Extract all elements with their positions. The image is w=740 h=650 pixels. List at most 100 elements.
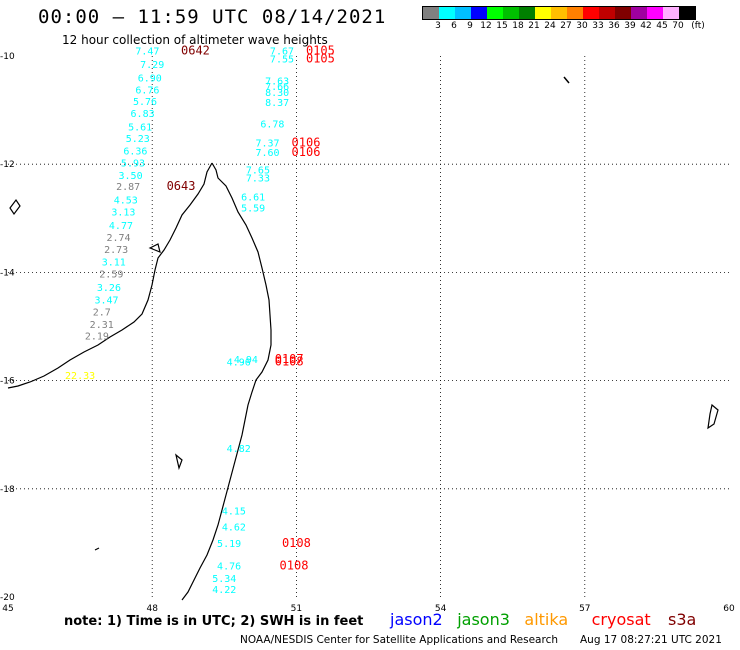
latitude-label: -18 [0,485,15,495]
legend-tick-label: 21 [528,21,540,31]
footnote: note: 1) Time is in UTC; 2) SWH is in fe… [64,614,364,629]
satellite-jason2: jason2 [390,610,443,629]
wave-height-label: 3.13 [111,207,135,218]
legend-swatch [535,7,551,19]
color-legend: 3 6 9 12 15 18 21 24 27 30 33 36 39 42 45 70 (ft) [422,6,705,32]
wave-height-label: 7.63 [265,76,289,87]
latitude-label: -20 [0,593,15,603]
observation-time-label: 0105 [306,52,335,66]
wave-height-label: 4.77 [109,221,133,232]
legend-ticks: 3 6 9 12 15 18 21 24 27 30 33 36 39 42 45 70 (ft) [422,20,705,32]
legend-tick-label: 30 [576,21,588,31]
page-subtitle: 12 hour collection of altimeter wave hei… [62,33,328,47]
legend-tick-label: 39 [624,21,636,31]
madagascar-west-coastline [7,162,213,389]
wave-height-label: 7.55 [270,55,294,66]
legend-swatch [567,7,583,19]
observation-time-label: 0642 [181,44,210,58]
legend-tick-label: 24 [544,21,556,31]
wave-height-label: 6.36 [123,147,147,158]
wave-height-label: 7.47 [135,47,159,58]
legend-swatch [471,7,487,19]
observation-time-label: 0643 [167,179,196,193]
wave-height-label: 4.82 [227,444,251,455]
coastline [7,76,719,601]
wave-height-label: 7.66 [265,82,289,93]
wave-height-label: 6.83 [131,109,155,120]
wave-height-label: 6.76 [135,86,159,97]
legend-tick-label: 18 [512,21,524,31]
legend-swatches [422,6,696,20]
observation-time-label: 0108 [282,536,311,550]
wave-height-label: 2.59 [99,269,123,280]
satellite-cryosat: cryosat [591,610,651,629]
wave-height-label: 5.76 [133,97,157,108]
wave-height-label: 7.37 [256,139,280,150]
latitude-label: -12 [0,160,15,170]
legend-tick-label: 45 [656,21,668,31]
wave-height-label: 5.59 [241,203,265,214]
satellite-altika: altika [524,610,569,629]
legend-tick-label: 27 [560,21,572,31]
wave-height-label: 3.47 [94,295,118,306]
legend-tick-label: 42 [640,21,652,31]
wave-height-label: 2.87 [116,182,140,193]
small-islet [175,453,183,471]
wave-height-label: 2.31 [90,320,114,331]
wave-height-label: 4.94 [234,355,258,366]
latitude-label: -10 [0,52,15,62]
wave-height-label: 8.30 [265,88,289,99]
observation-time-label: 0108 [275,355,304,369]
wave-height-label: 7.65 [246,166,270,177]
wave-height-label: 3.11 [102,258,126,269]
wave-height-label: 2.74 [107,233,131,244]
legend-tick-label: 15 [496,21,508,31]
legend-swatch [423,7,439,19]
wave-height-label: 2.19 [85,332,109,343]
wave-height-label: 6.61 [241,193,265,204]
satellite-s3a: s3a [668,610,697,629]
wave-height-label: 22.33 [65,371,95,382]
legend-swatch [551,7,567,19]
observation-time-label: 0106 [292,136,321,150]
longitude-label: 51 [291,604,302,614]
northeast-islet [563,76,570,84]
longitude-label: 45 [2,604,13,614]
legend-tick-label: 36 [608,21,620,31]
wave-height-label: 4.22 [212,585,236,596]
legend-tick-label: 9 [467,21,473,31]
observation-time-label: 0105 [306,44,335,58]
legend-swatch [439,7,455,19]
page-title: 00:00 – 11:59 UTC 08/14/2021 [38,6,387,28]
wave-height-label: 7.33 [246,174,270,185]
madagascar-coastline [181,162,272,601]
legend-tick-label: 12 [480,21,492,31]
longitude-label: 48 [146,604,158,614]
legend-tick-label: 3 [435,21,441,31]
legend-swatch [647,7,663,19]
observation-time-label: 0107 [275,352,304,366]
legend-tick-label: 70 [672,21,684,31]
legend-swatch [599,7,615,19]
reunion-mauritius-islet [707,403,719,430]
legend-tick-label: 6 [451,21,457,31]
observation-time-label: 0106 [292,145,321,159]
legend-swatch [487,7,503,19]
wave-height-label: 7.29 [140,60,164,71]
nosy-be-islet [148,243,161,253]
satellite-jason3: jason3 [457,610,510,629]
latitude-label: -16 [0,377,15,387]
generated-timestamp: Aug 17 08:27:21 UTC 2021 [580,634,722,646]
wave-height-label: 5.34 [212,574,236,585]
west-islet [9,198,21,216]
wave-height-label: 5.61 [128,122,152,133]
wave-height-label: 4.96 [227,358,251,369]
wave-height-label: 5.19 [217,539,241,550]
legend-tick-label: 33 [592,21,604,31]
longitude-label: 60 [723,604,735,614]
legend-swatch [679,7,695,19]
longitude-label: 54 [435,604,447,614]
wave-height-label: 3.26 [97,283,121,294]
wave-height-label: 4.62 [222,523,246,534]
wave-height-label: 4.53 [114,195,138,206]
